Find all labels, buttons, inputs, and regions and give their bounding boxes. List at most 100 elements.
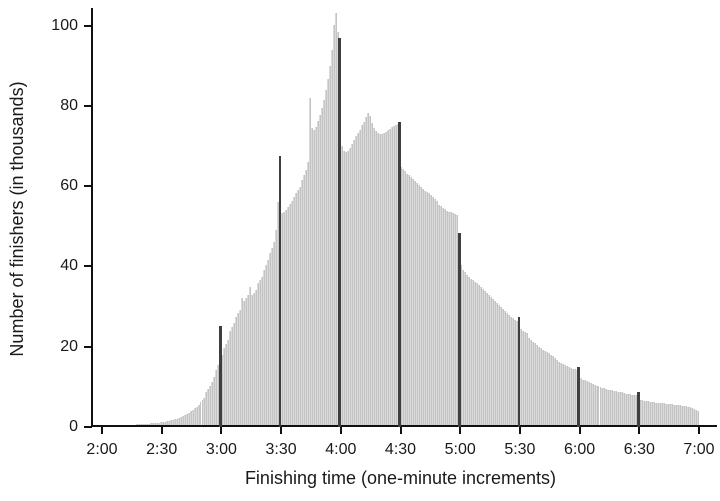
histogram-bar	[267, 260, 270, 427]
histogram-bar	[241, 298, 244, 427]
histogram-bar	[476, 283, 479, 427]
histogram-bar	[340, 146, 343, 427]
histogram-bar	[505, 313, 508, 427]
histogram-bar	[344, 152, 347, 427]
histogram-bar	[191, 409, 194, 427]
histogram-bar	[607, 389, 610, 427]
histogram-bar	[350, 144, 353, 427]
histogram-bar	[474, 281, 477, 427]
histogram-bar	[683, 405, 686, 427]
histogram-bar	[563, 365, 566, 427]
histogram-bar	[161, 421, 164, 427]
histogram-bar	[223, 348, 226, 427]
histogram-bar	[227, 339, 230, 427]
x-axis-title: Finishing time (one-minute increments)	[244, 468, 557, 488]
histogram-bar	[237, 313, 240, 427]
histogram-bar	[281, 213, 284, 427]
histogram-bar	[595, 385, 598, 427]
histogram-bar	[416, 182, 419, 427]
histogram-bar	[605, 388, 608, 427]
histogram-bar	[155, 422, 158, 427]
histogram-bar	[424, 190, 427, 427]
histogram-bar	[689, 407, 692, 427]
histogram-bar	[322, 99, 325, 427]
histogram-bar	[382, 132, 385, 427]
histogram-bar	[448, 211, 451, 427]
histogram-bar	[551, 356, 554, 427]
x-tick-label: 4:30	[384, 441, 417, 458]
histogram-bar	[545, 351, 548, 427]
histogram-bar	[456, 214, 459, 427]
histogram-bar	[490, 297, 493, 427]
histogram-bar	[247, 294, 250, 427]
histogram-bar	[503, 311, 506, 427]
histogram-bar	[291, 201, 294, 427]
x-tick-label: 7:00	[683, 441, 715, 458]
histogram-bar	[386, 130, 389, 427]
histogram-bar	[187, 412, 190, 427]
histogram-bar	[173, 419, 176, 427]
histogram-bar	[653, 402, 656, 427]
histogram-bar	[601, 387, 604, 427]
histogram-bar	[326, 78, 329, 427]
histogram-bar	[422, 188, 425, 427]
histogram-bar	[659, 402, 662, 427]
histogram-bar	[523, 332, 526, 427]
histogram-bar	[299, 187, 301, 427]
histogram-bar	[609, 390, 612, 427]
histogram-bar	[681, 405, 684, 427]
histogram-bar	[440, 206, 443, 427]
histogram-bar	[625, 393, 628, 427]
histogram-bar	[251, 294, 254, 427]
histogram-bar	[547, 353, 550, 427]
histogram-bar	[225, 344, 228, 427]
histogram-bar	[404, 171, 407, 427]
y-axis-tick	[84, 24, 92, 27]
histogram-bar	[293, 197, 296, 427]
histogram-bar	[478, 285, 481, 427]
histogram-bar	[408, 174, 411, 427]
histogram-bar	[454, 213, 457, 427]
histogram-bar	[189, 411, 192, 427]
histogram-bar	[515, 321, 518, 427]
histogram-bar	[673, 404, 676, 427]
histogram-bar	[494, 301, 496, 427]
histogram-bar	[207, 389, 210, 427]
histogram-bar	[438, 204, 441, 427]
histogram-bar	[372, 128, 375, 427]
histogram-bar	[663, 403, 666, 427]
histogram-bar	[444, 209, 447, 427]
histogram-bar	[362, 121, 365, 427]
histogram-bar	[318, 115, 321, 427]
histogram-bar	[513, 319, 516, 427]
histogram-bar	[665, 403, 668, 427]
histogram-bar	[418, 185, 421, 427]
histogram-bar	[565, 366, 568, 427]
histogram-bar	[330, 49, 333, 427]
histogram-bar	[669, 403, 672, 427]
y-tick-label: 0	[69, 418, 78, 435]
histogram-bar	[603, 388, 606, 427]
histogram-bar	[575, 370, 578, 427]
histogram-bar	[364, 117, 367, 427]
y-axis-tick	[84, 345, 92, 348]
histogram-bar	[366, 113, 369, 427]
histogram-bar	[221, 354, 224, 427]
histogram-bar	[336, 31, 339, 427]
x-tick-label: 3:00	[205, 441, 237, 458]
histogram-bar	[567, 366, 570, 427]
y-axis-tick	[84, 265, 92, 268]
histogram-bar	[396, 123, 399, 427]
histogram-bar	[406, 173, 409, 427]
histogram-bar	[488, 295, 491, 427]
highlighted-round-time-bar	[457, 233, 461, 427]
x-tick-label: 5:30	[504, 441, 536, 458]
x-axis-tick	[459, 427, 462, 434]
histogram-bar	[593, 384, 596, 427]
histogram-bar	[374, 130, 377, 427]
histogram-bar	[159, 422, 162, 427]
y-axis-tick	[84, 185, 92, 188]
histogram-bar	[412, 178, 415, 427]
histogram-bar	[501, 309, 504, 427]
